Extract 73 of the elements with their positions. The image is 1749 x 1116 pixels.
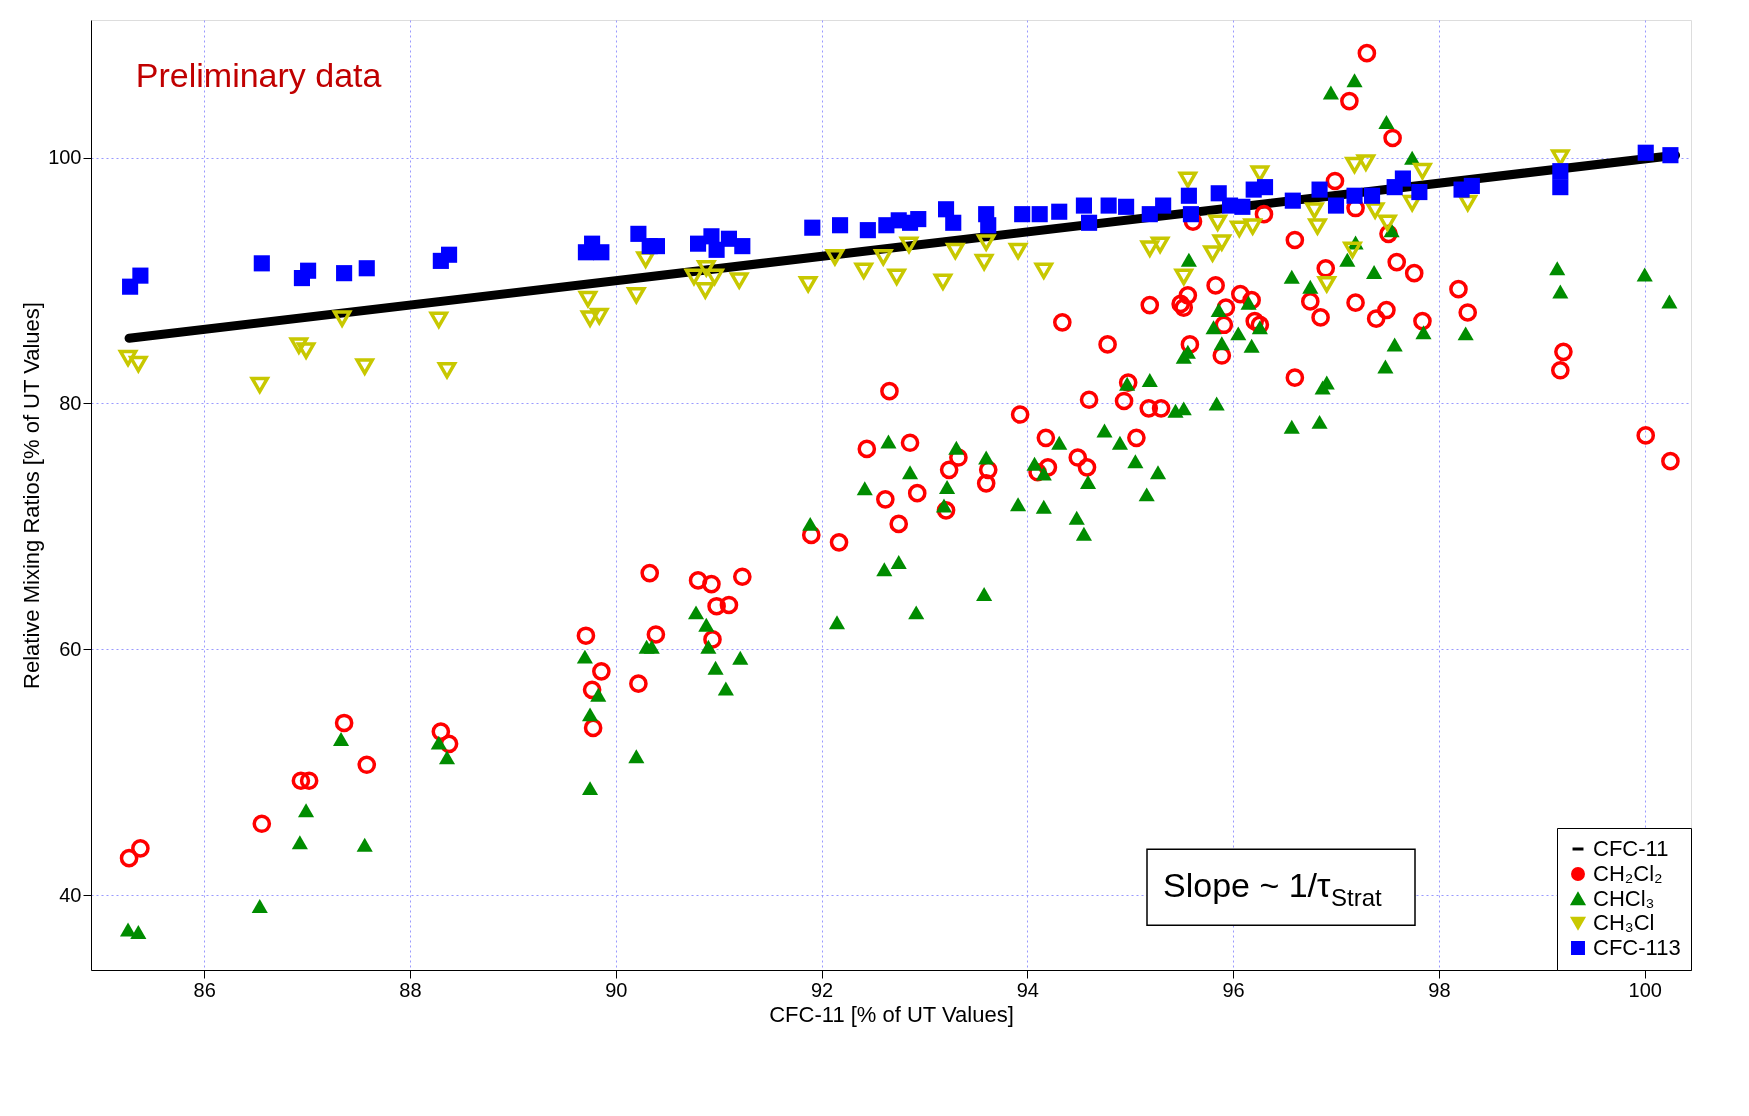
point bbox=[1401, 194, 1422, 214]
point bbox=[636, 251, 655, 268]
point bbox=[696, 259, 716, 277]
point bbox=[684, 268, 704, 286]
point bbox=[1178, 171, 1198, 189]
point bbox=[1365, 202, 1385, 219]
point bbox=[798, 275, 818, 293]
x-tick-label: 94 bbox=[1016, 978, 1039, 1001]
point bbox=[127, 355, 149, 375]
x-tick-label: 98 bbox=[1428, 978, 1451, 1001]
point bbox=[887, 268, 906, 286]
point bbox=[1034, 262, 1054, 280]
point bbox=[873, 248, 893, 266]
point bbox=[729, 272, 749, 289]
point bbox=[976, 234, 996, 251]
point bbox=[705, 268, 724, 286]
point bbox=[1458, 194, 1479, 214]
point bbox=[1550, 149, 1570, 166]
point bbox=[1308, 218, 1327, 235]
point bbox=[1008, 242, 1028, 260]
point bbox=[973, 253, 995, 273]
point bbox=[429, 311, 449, 329]
point bbox=[1412, 162, 1433, 182]
point bbox=[695, 282, 715, 299]
point bbox=[1250, 165, 1270, 182]
point bbox=[945, 242, 965, 260]
y-tick-label: 60 bbox=[59, 637, 82, 660]
point bbox=[580, 310, 600, 327]
point bbox=[1317, 275, 1337, 293]
x-axis-title: CFC-11 [% of UT Values] bbox=[769, 1001, 1014, 1027]
point bbox=[825, 248, 845, 266]
point bbox=[1305, 202, 1324, 219]
x-tick-label: 86 bbox=[193, 978, 216, 1001]
point bbox=[1343, 241, 1362, 259]
point bbox=[1229, 220, 1249, 238]
point bbox=[1174, 268, 1194, 286]
point bbox=[118, 349, 138, 367]
y-axis-title: Relative Mixing Ratios [% of UT Values] bbox=[19, 302, 45, 689]
point bbox=[332, 310, 352, 327]
point bbox=[289, 337, 309, 354]
point bbox=[1378, 214, 1397, 232]
x-tick-label: 92 bbox=[810, 978, 834, 1001]
legend-label: CFC-11 bbox=[1593, 836, 1669, 861]
point bbox=[1212, 234, 1232, 251]
y-tick-label: 80 bbox=[59, 391, 82, 414]
point bbox=[854, 262, 874, 280]
point bbox=[1150, 236, 1170, 254]
legend-label: CHCl₃ bbox=[1593, 886, 1655, 911]
point bbox=[1345, 156, 1364, 174]
point bbox=[1140, 240, 1160, 257]
annotation: Preliminary data bbox=[135, 56, 382, 94]
point bbox=[933, 273, 953, 291]
y-tick-label: 40 bbox=[59, 883, 82, 906]
point bbox=[1243, 218, 1262, 235]
x-tick-label: 100 bbox=[1628, 978, 1662, 1001]
point bbox=[355, 358, 375, 375]
point bbox=[899, 236, 919, 254]
x-tick-label: 88 bbox=[399, 978, 422, 1001]
point bbox=[250, 376, 270, 394]
legend-label: CH₃Cl bbox=[1593, 910, 1655, 935]
point bbox=[627, 286, 646, 304]
point bbox=[1208, 214, 1228, 232]
point bbox=[589, 307, 609, 325]
x-tick-label: 96 bbox=[1222, 978, 1245, 1001]
y-tick-label: 100 bbox=[48, 146, 82, 169]
point bbox=[437, 361, 457, 379]
point bbox=[1203, 245, 1222, 262]
x-tick-label: 90 bbox=[605, 978, 628, 1001]
legend-label: CFC-113 bbox=[1593, 935, 1681, 960]
point bbox=[578, 290, 598, 308]
point bbox=[296, 342, 316, 359]
legend-label: CH₂Cl₂ bbox=[1593, 861, 1663, 886]
point bbox=[1356, 154, 1376, 171]
